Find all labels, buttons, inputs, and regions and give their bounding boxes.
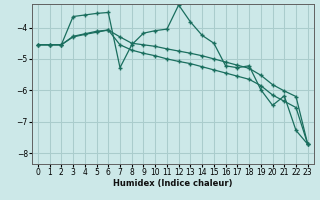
X-axis label: Humidex (Indice chaleur): Humidex (Indice chaleur) [113, 179, 233, 188]
